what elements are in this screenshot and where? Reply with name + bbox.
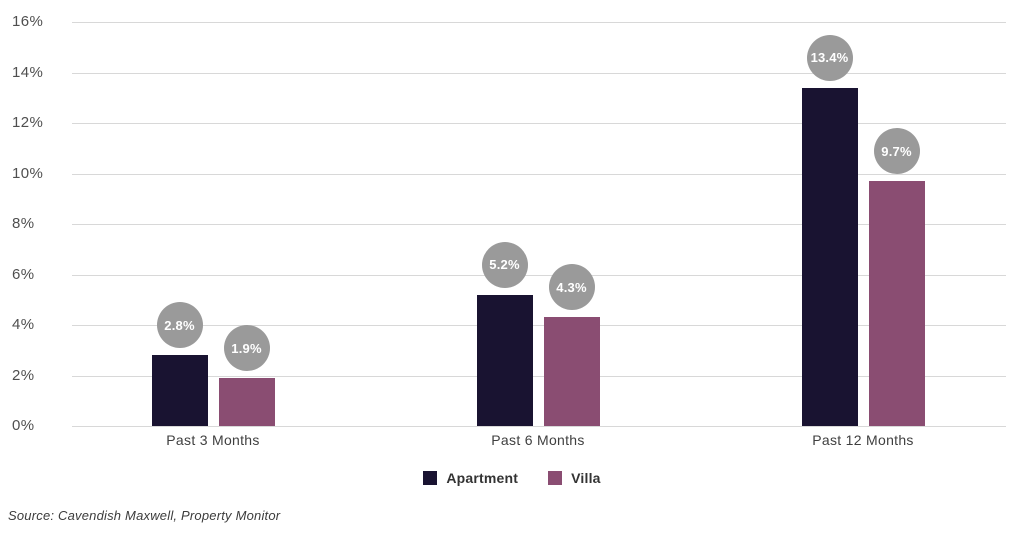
- legend: Apartment Villa: [0, 470, 1024, 486]
- data-label-bubble: 13.4%: [806, 34, 853, 81]
- source-note: Source: Cavendish Maxwell, Property Moni…: [8, 508, 281, 523]
- legend-item-apartment: Apartment: [423, 470, 518, 486]
- data-label-bubble: 4.3%: [548, 264, 595, 311]
- data-label-bubble: 1.9%: [223, 325, 270, 372]
- x-axis-category-label: Past 12 Months: [812, 432, 914, 448]
- bar-apartment-group-2: [476, 294, 533, 426]
- bar-villa-group-3: [868, 181, 925, 426]
- x-axis-category-label: Past 3 Months: [166, 432, 260, 448]
- legend-swatch-apartment: [423, 471, 438, 485]
- gridline: [72, 123, 1006, 124]
- data-label-bubble: 2.8%: [156, 302, 203, 349]
- data-label-bubble: 5.2%: [481, 241, 528, 288]
- bar-apartment-group-3: [801, 87, 858, 426]
- y-axis-tick-label: 0%: [12, 417, 35, 434]
- legend-label: Apartment: [446, 470, 519, 486]
- legend-swatch-villa: [548, 471, 563, 485]
- y-axis-tick-label: 14%: [12, 63, 44, 81]
- gridline: [72, 426, 1006, 427]
- data-label-bubble: 9.7%: [873, 128, 920, 175]
- y-axis-tick-label: 6%: [12, 265, 35, 283]
- y-axis-tick-label: 10%: [12, 164, 44, 182]
- y-axis-tick-label: 8%: [12, 215, 35, 232]
- bar-villa-group-2: [543, 317, 600, 426]
- gridline: [72, 375, 1006, 377]
- gridline: [72, 274, 1006, 276]
- legend-label: Villa: [571, 470, 601, 486]
- y-axis-tick-label: 2%: [12, 366, 35, 384]
- gridline: [72, 325, 1006, 326]
- gridline: [72, 72, 1006, 74]
- legend-item-villa: Villa: [548, 470, 601, 486]
- y-axis-tick-label: 4%: [12, 316, 35, 333]
- y-axis-tick-label: 12%: [12, 114, 44, 131]
- bar-villa-group-1: [218, 378, 275, 426]
- bar-apartment-group-1: [151, 355, 208, 426]
- gridline: [72, 173, 1006, 175]
- gridline: [72, 224, 1006, 225]
- y-axis-tick-label: 16%: [12, 13, 44, 30]
- x-axis-category-label: Past 6 Months: [491, 432, 585, 448]
- gridline: [72, 22, 1006, 23]
